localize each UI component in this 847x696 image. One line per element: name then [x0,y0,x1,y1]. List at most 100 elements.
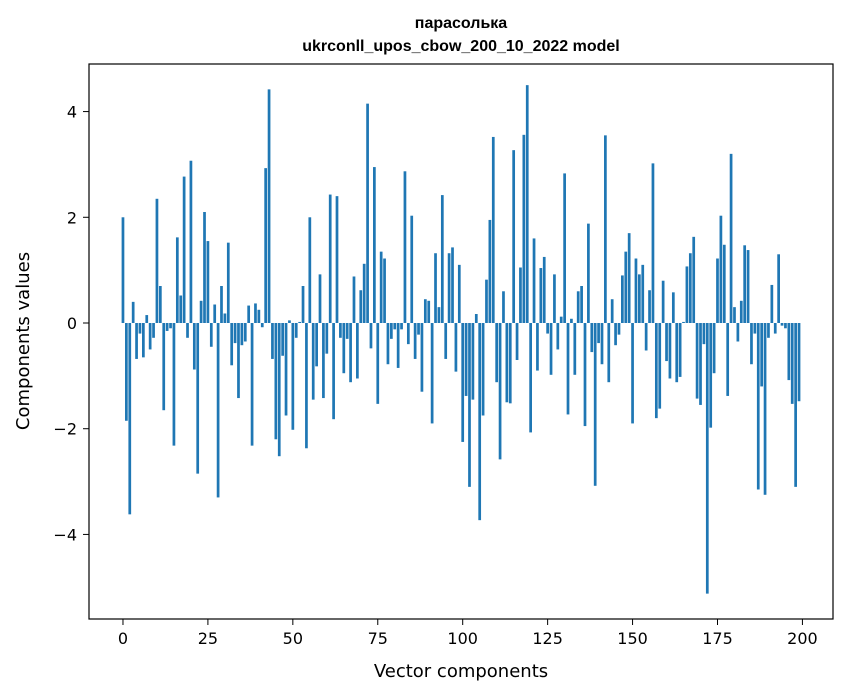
bar [271,323,274,359]
x-axis-label: Vector components [374,661,548,682]
bar [709,323,713,428]
bar [294,323,298,338]
bar [665,323,668,362]
bar [121,217,125,323]
bar [760,323,764,387]
bar [142,323,145,358]
bar [641,264,645,323]
bar [648,290,651,323]
bar [396,323,400,368]
bar [352,276,356,323]
bar [593,323,597,486]
bar [563,173,566,323]
bar [461,323,465,442]
bar [651,163,655,323]
x-tick-label: 75 [368,629,388,648]
y-axis-label: Components values [13,252,34,430]
bar [400,323,403,330]
bar [678,323,682,377]
bar [553,274,556,323]
bar [536,323,539,371]
bar [267,89,271,324]
bar [213,304,217,323]
x-tick-label: 175 [702,629,733,648]
bar [576,291,580,323]
bar [417,323,420,335]
bar [522,134,526,323]
chart-title-line2: ukrconll_upos_cbow_200_10_2022 model [302,38,619,55]
bar [206,241,210,323]
bar [339,323,342,338]
bar [440,195,444,323]
bar [566,323,570,415]
bar [288,320,291,323]
bar [192,323,196,370]
bar [784,323,787,329]
bar [298,321,301,323]
bar [692,236,696,323]
bar [305,323,308,449]
bar [152,323,155,338]
bar [257,309,261,323]
bar [410,215,414,323]
bar [750,323,753,365]
bar [311,323,315,400]
bar [274,323,278,440]
bar [423,299,427,323]
bar [444,323,448,359]
bar [556,323,560,350]
bar [525,85,529,323]
bar [491,136,495,323]
bar [390,323,393,339]
bar [345,323,349,339]
bar [763,323,767,495]
bar [546,323,549,334]
bar [502,291,505,323]
bar [705,323,709,594]
bar [454,323,458,372]
y-tick-label: 0 [67,314,77,333]
bar [583,323,587,427]
bar [373,167,376,323]
bar [675,323,679,383]
bar [420,323,424,392]
bar [216,323,220,498]
bar [682,321,685,323]
bar [169,323,172,329]
bar [471,323,475,400]
bar [627,233,631,323]
bar [457,264,461,323]
bar [301,286,305,323]
bar [638,274,641,323]
bar [240,323,244,346]
bar [787,323,791,381]
bar [383,258,386,323]
bar-series [121,85,801,594]
bar [366,103,369,323]
bar [658,323,662,409]
bar [264,168,268,323]
bar [247,305,251,323]
bar [746,250,750,323]
bar [668,323,672,379]
bar [794,323,797,487]
bar [621,275,624,323]
bar [135,323,138,359]
x-tick-label: 200 [787,629,818,648]
bar [685,266,689,323]
bar [736,323,740,342]
bar [220,286,223,323]
bar [393,323,397,330]
bar [434,253,437,323]
bar [237,323,240,399]
bar [654,323,658,419]
bar [437,307,441,323]
chart-title-line1: парасолька [415,15,508,32]
bar [767,323,770,338]
bar [186,323,189,338]
bar [447,253,451,323]
bar [508,323,512,404]
bar [610,299,614,323]
bar [175,237,179,323]
